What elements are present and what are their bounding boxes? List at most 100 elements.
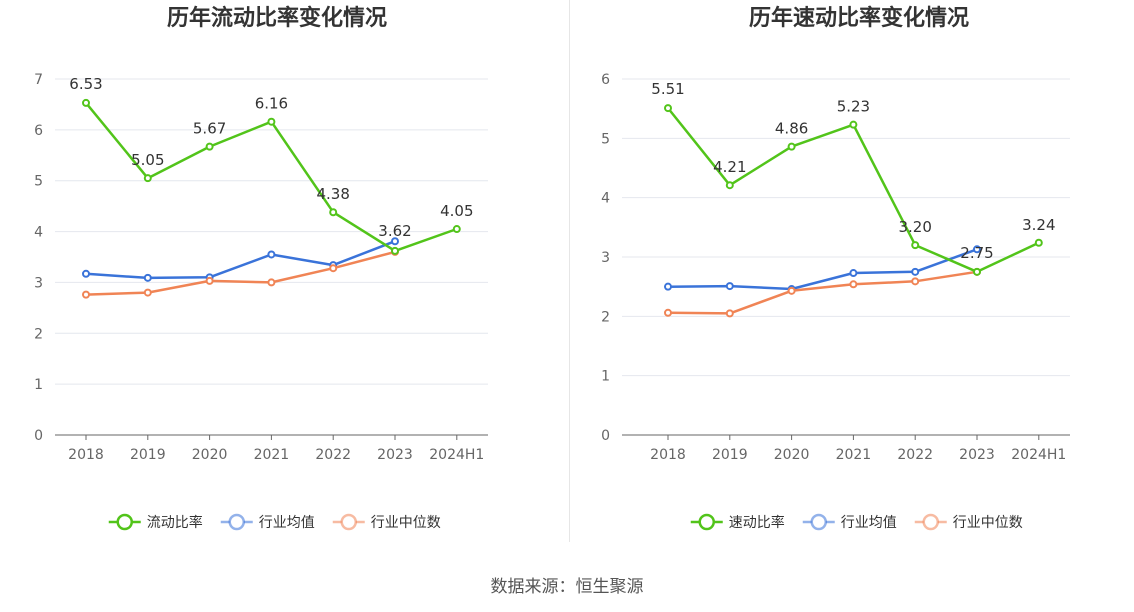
chart-title: 历年速动比率变化情况 [749, 5, 969, 31]
data-point [82, 98, 90, 107]
data-label: 6.53 [69, 75, 102, 93]
data-point [973, 267, 981, 276]
data-label: 3.20 [898, 218, 931, 236]
data-point [82, 290, 90, 299]
legend-marker [116, 513, 133, 531]
legend-label: 行业中位数 [371, 515, 441, 531]
x-tick-label: 2020 [192, 447, 228, 463]
legend-item: 行业均值 [220, 513, 315, 531]
x-tick-label: 2024H1 [429, 447, 484, 463]
data-source: 数据来源：恒生聚源 [0, 572, 1134, 597]
data-label: 4.05 [440, 202, 473, 220]
x-tick-label: 2022 [897, 447, 933, 463]
data-label: 3.24 [1022, 216, 1055, 234]
legend-marker [698, 513, 715, 531]
data-point [725, 282, 734, 291]
data-point [911, 277, 920, 286]
data-label: 5.51 [651, 80, 684, 98]
data-label: 6.16 [255, 95, 288, 113]
y-tick-label: 2 [601, 309, 610, 325]
legend-label: 流动比率 [147, 514, 203, 531]
data-point [391, 246, 399, 255]
x-tick-label: 2023 [959, 447, 995, 463]
data-label: 2.75 [960, 244, 993, 262]
data-point [664, 282, 672, 291]
x-tick-label: 2022 [315, 447, 351, 463]
legend-marker [228, 513, 245, 531]
legend-item: 行业中位数 [914, 513, 1023, 531]
data-point [664, 308, 672, 317]
data-point [329, 208, 338, 217]
legend-label: 行业均值 [259, 515, 315, 531]
data-label: 5.67 [193, 120, 226, 138]
series-line [667, 270, 978, 315]
y-tick-label: 5 [34, 174, 43, 190]
x-tick-label: 2020 [774, 447, 810, 463]
x-tick-label: 2024H1 [1011, 447, 1066, 463]
data-source-name: 恒生聚源 [575, 577, 644, 597]
legend-label: 速动比率 [729, 514, 785, 531]
x-tick-label: 2021 [254, 447, 290, 463]
x-tick-label: 2018 [68, 447, 104, 463]
series-line [85, 240, 396, 280]
data-point [143, 174, 152, 183]
data-point [205, 142, 214, 151]
data-point [725, 309, 734, 318]
current-ratio-chart: 历年流动比率变化情况 0 1 2 3 4 5 6 7 2018 2019 2020 2021 2022 20… [34, 5, 488, 531]
legend-marker [922, 513, 939, 531]
legend-marker [340, 513, 357, 531]
x-tick-label: 2019 [712, 447, 748, 463]
data-point [391, 237, 399, 246]
data-point [849, 269, 858, 278]
legend-item: 流动比率 [108, 513, 203, 531]
legend-marker [810, 513, 827, 531]
chart-title: 历年流动比率变化情况 [167, 5, 387, 31]
data-point [973, 245, 981, 254]
data-point [205, 276, 214, 285]
y-tick-label: 7 [34, 72, 43, 88]
data-point [911, 267, 920, 276]
series-line [667, 248, 978, 291]
y-tick-label: 0 [601, 428, 610, 444]
data-point [452, 225, 461, 234]
data-point [267, 117, 276, 126]
y-tick-label: 0 [34, 428, 43, 444]
y-tick-label: 4 [34, 225, 43, 241]
x-tick-label: 2021 [836, 447, 872, 463]
data-label: 3.62 [378, 222, 411, 240]
data-point [849, 280, 858, 289]
y-tick-label: 4 [601, 191, 610, 207]
legend-item: 行业中位数 [332, 513, 441, 531]
data-label: 4.21 [713, 158, 746, 176]
data-label: 5.23 [837, 98, 870, 116]
data-point [1034, 238, 1043, 247]
y-tick-label: 2 [34, 326, 43, 342]
data-point [664, 104, 672, 113]
data-source-label: 数据来源： [490, 577, 576, 597]
y-tick-label: 3 [601, 250, 610, 266]
data-point [849, 120, 858, 129]
chart-divider [569, 0, 570, 542]
x-tick-label: 2019 [130, 447, 166, 463]
legend-label: 行业均值 [841, 515, 897, 531]
data-point [725, 181, 734, 190]
data-point [267, 278, 276, 287]
x-tick-label: 2018 [650, 447, 686, 463]
legend-item: 行业均值 [802, 513, 897, 531]
data-label: 4.38 [316, 185, 349, 203]
data-label: 5.05 [131, 151, 164, 169]
legend-item: 速动比率 [690, 513, 785, 531]
data-point [82, 269, 90, 278]
data-point [911, 241, 920, 250]
data-point [267, 250, 276, 259]
x-tick-label: 2023 [377, 447, 413, 463]
quick-ratio-chart: 历年速动比率变化情况 0 1 2 3 4 5 6 2018 2019 2020 2021 2022 202… [601, 5, 1070, 531]
data-point [787, 286, 796, 295]
data-point [143, 273, 152, 282]
y-tick-label: 1 [601, 369, 610, 385]
data-point [143, 288, 152, 297]
y-tick-label: 1 [34, 377, 43, 393]
data-point [787, 142, 796, 151]
data-label: 4.86 [775, 120, 808, 138]
